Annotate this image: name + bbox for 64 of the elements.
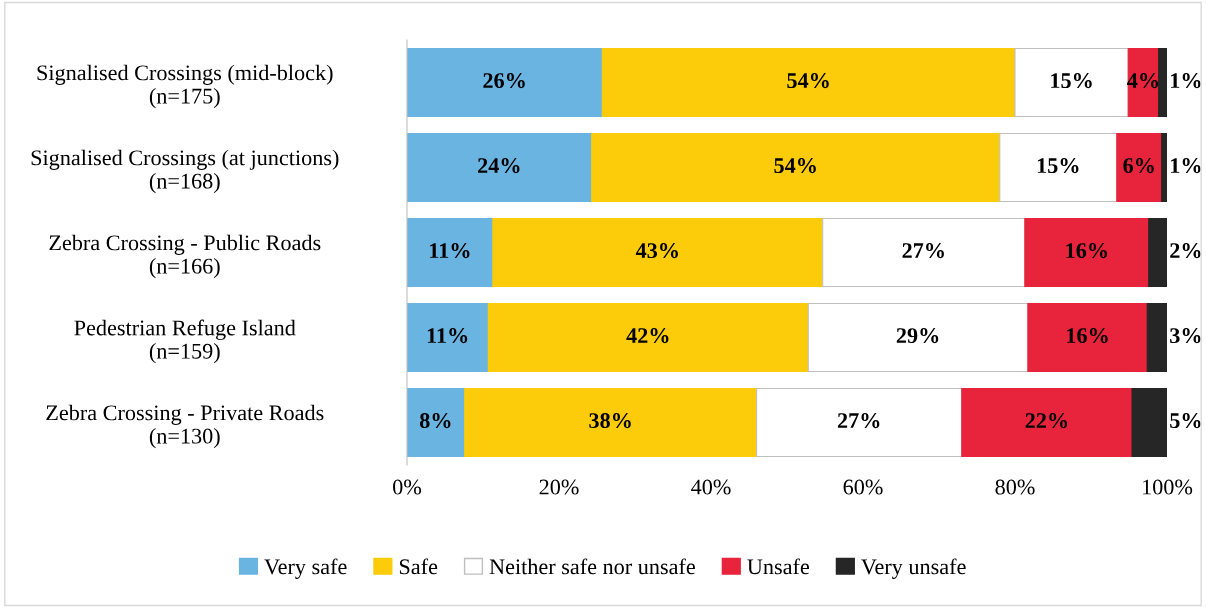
data-label: 15% [1037,158,1079,174]
bar [601,47,1016,118]
bar [807,302,1029,373]
data-label: 11% [430,243,470,259]
bar [492,217,824,288]
bar [407,217,494,288]
data-label: 29% [896,328,939,344]
data-label: 22% [1025,413,1068,429]
bar [1146,302,1167,373]
data-label: 24% [478,158,520,174]
data-label: 3% [1170,328,1201,344]
bar [756,387,963,458]
bar [407,47,603,118]
data-label: 1% [1171,158,1201,174]
bar [464,387,758,458]
y-tick-label: Signalised Crossings (mid-block) (n=175) [37,64,333,109]
data-label: 2% [1170,243,1201,259]
bar [1024,217,1150,288]
bar [1158,47,1167,118]
x-tick-label: 100% [1143,479,1193,495]
data-label: 1% [1171,73,1201,89]
legend-label: Very safe [264,558,347,579]
bar [1116,132,1163,203]
bar [822,217,1026,288]
bar [591,132,1001,203]
data-label: 6% [1123,158,1154,174]
x-tick-label: 80% [995,479,1035,495]
y-tick-label: Zebra Crossing - Public Roads (n=166) [49,234,321,279]
x-tick-label: 0% [393,479,422,495]
y-tick-label: Signalised Crossings (at junctions) (n=168) [31,149,339,194]
data-label: 27% [837,413,880,429]
x-tick-label: 40% [691,479,731,495]
y-tick-label: Zebra Crossing - Private Roads (n=130) [46,404,324,449]
bar [1131,387,1167,458]
bar [487,302,809,373]
x-tick-label: 60% [843,479,883,495]
bar [1027,302,1148,373]
data-label: 11% [427,328,468,344]
y-tick-label: Pedestrian Refuge Island (n=159) [74,319,296,364]
x-tick-label: 20% [539,479,579,495]
data-label: 8% [419,413,451,429]
bar [407,387,466,458]
legend-label: Unsafe [747,558,810,575]
data-label: 16% [1067,328,1108,344]
bar [407,302,489,373]
legend-label: Neither safe nor unsafe [489,558,695,575]
bar [999,132,1118,203]
data-label: 38% [589,413,631,429]
data-label: 15% [1051,73,1092,89]
data-label: 54% [774,158,816,174]
data-label: 54% [787,73,829,89]
bar [961,387,1133,458]
data-label: 26% [483,73,525,89]
legend-label: Very unsafe [861,558,966,579]
data-label: 27% [902,243,944,259]
bar [1014,47,1129,118]
bar [407,132,593,203]
bar [1148,217,1167,288]
data-label: 5% [1170,413,1201,429]
data-label: 16% [1066,243,1107,259]
data-label: 43% [635,243,678,259]
data-label: 42% [626,328,669,344]
legend-label: Safe [399,558,438,575]
bar [1161,132,1167,203]
